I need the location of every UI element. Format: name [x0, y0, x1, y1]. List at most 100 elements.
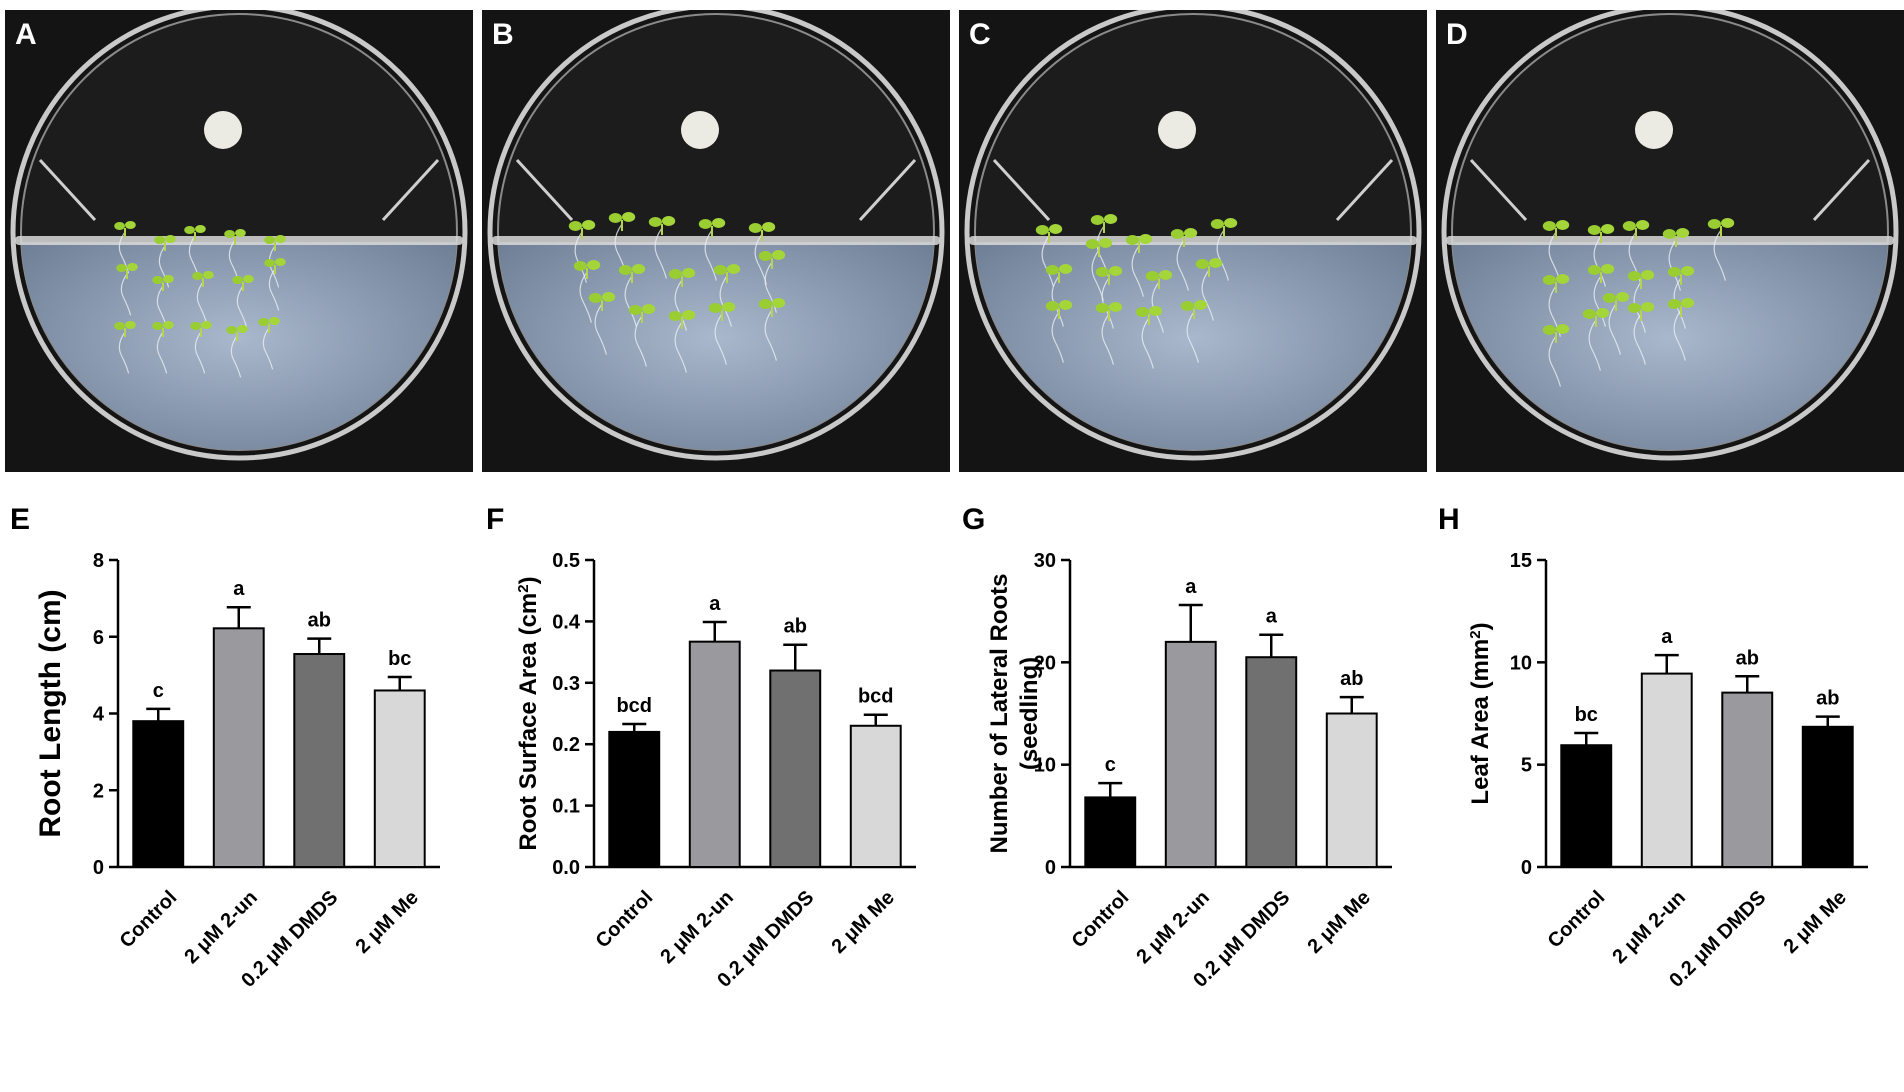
compound-disc — [681, 111, 719, 149]
x-category-label: 2 μM 2-un — [1132, 887, 1214, 969]
bar — [1801, 725, 1854, 868]
chart-leaf-area: 0 5 10 15 bc Control a 2 μM 2-un ab 0.2 μM DMDS ab… — [1428, 495, 1904, 1092]
chart-lateral-roots: 0 10 20 30 c Control a 2 μM 2-un a 0.2 μM DMDS ab 2… — [952, 495, 1428, 1092]
x-category-label: 2 μM 2-un — [1608, 887, 1690, 969]
bar — [212, 627, 265, 868]
bar — [373, 689, 426, 868]
y-tick-label: 0.2 — [552, 734, 580, 756]
y-tick-label: 0 — [93, 857, 104, 879]
x-category-label: 2 μM Me — [1780, 887, 1851, 958]
bar — [293, 653, 346, 868]
significance-letter: a — [233, 578, 245, 600]
dish-divider — [492, 236, 940, 245]
significance-letter: ab — [308, 610, 331, 632]
petri-dish-photo-b: B — [482, 10, 950, 472]
bar — [1084, 796, 1137, 868]
y-tick-label: 30 — [1034, 550, 1056, 572]
significance-letter: bcd — [616, 695, 652, 717]
panel-label: C — [969, 18, 991, 51]
dish-divider — [15, 236, 463, 245]
seedlings — [1035, 214, 1238, 369]
compound-disc — [1635, 111, 1673, 149]
bar — [769, 669, 822, 868]
y-tick-label: 0 — [1045, 857, 1056, 879]
significance-letter: ab — [1736, 647, 1759, 669]
petri-dish-rim — [1441, 10, 1899, 461]
chart-root-surface-area: 0.0 0.1 0.2 0.3 0.4 0.5 bcd Control a 2 μM 2-un ab… — [476, 495, 952, 1092]
panel-label: B — [492, 18, 514, 51]
y-axis-label: Root Length (cm) — [34, 589, 67, 837]
seedlings — [114, 220, 286, 378]
petri-dish-rim — [964, 10, 1422, 461]
x-category-label: Control — [592, 887, 658, 953]
significance-letter: bc — [388, 648, 411, 670]
bar — [132, 720, 185, 868]
bar — [1325, 712, 1378, 868]
bar — [1245, 656, 1298, 868]
significance-letter: bcd — [858, 686, 894, 708]
panel-label: G — [962, 503, 986, 536]
x-category-label: 2 μM 2-un — [180, 887, 262, 969]
x-category-label: Control — [1068, 887, 1134, 953]
seedlings — [1542, 218, 1735, 387]
y-tick-label: 4 — [93, 704, 105, 726]
x-category-label: Control — [1544, 887, 1610, 953]
panel-label: A — [15, 18, 37, 51]
y-tick-label: 10 — [1034, 755, 1056, 777]
y-tick-label: 0.4 — [552, 611, 581, 633]
significance-letter: a — [1185, 576, 1197, 598]
dish-divider — [1446, 236, 1894, 245]
y-axis-label: Leaf Area (mm2) — [1467, 622, 1495, 804]
x-category-label: 2 μM Me — [828, 887, 899, 958]
compound-disc — [1158, 111, 1196, 149]
significance-letter: ab — [1816, 688, 1839, 710]
x-category-label: 2 μM Me — [352, 887, 423, 958]
y-tick-label: 0.3 — [552, 673, 580, 695]
y-tick-label: 6 — [93, 627, 104, 649]
y-axis-label: Number of Lateral Roots — [986, 573, 1013, 853]
panel-label: E — [10, 503, 31, 536]
y-tick-label: 0.1 — [552, 796, 580, 818]
petri-dish-photo-d: D — [1436, 10, 1904, 472]
panel-label: H — [1438, 503, 1460, 536]
y-tick-label: 0.5 — [552, 550, 580, 572]
significance-letter: ab — [1340, 668, 1363, 690]
petri-dish-rim — [10, 10, 468, 461]
bar — [849, 724, 902, 868]
petri-dish-photo-a: A — [5, 10, 473, 472]
y-tick-label: 2 — [93, 780, 104, 802]
bar — [608, 730, 661, 868]
panel-label: D — [1446, 18, 1468, 51]
significance-letter: bc — [1575, 704, 1598, 726]
y-tick-label: 8 — [93, 550, 104, 572]
compound-disc — [204, 111, 242, 149]
y-axis-label: Root Surface Area (cm2) — [515, 576, 543, 850]
petri-dish-photo-c: C — [959, 10, 1427, 472]
significance-letter: a — [1661, 626, 1673, 648]
significance-letter: a — [709, 593, 721, 615]
seedlings — [568, 212, 786, 373]
significance-letter: a — [1266, 606, 1278, 628]
bar — [1560, 744, 1613, 868]
bar — [1164, 640, 1217, 868]
panel-label: F — [486, 503, 505, 536]
x-category-label: 2 μM 2-un — [656, 887, 738, 969]
x-category-label: 2 μM Me — [1304, 887, 1375, 958]
bar — [1721, 691, 1774, 868]
significance-letter: c — [1105, 754, 1116, 776]
y-tick-label: 0 — [1521, 857, 1532, 879]
significance-letter: c — [153, 680, 164, 702]
significance-letter: ab — [784, 616, 807, 638]
bar — [1640, 672, 1693, 868]
y-tick-label: 10 — [1510, 652, 1532, 674]
y-tick-label: 15 — [1510, 550, 1532, 572]
y-tick-label: 5 — [1521, 755, 1532, 777]
x-category-label: Control — [116, 887, 182, 953]
y-tick-label: 0.0 — [552, 857, 580, 879]
y-axis-label-line2: (seedling) — [1016, 657, 1043, 770]
chart-root-length: 0 2 4 6 8 c Control a 2 μM 2-un ab 0.2 μM DMDS bc 2 … — [0, 495, 476, 1092]
petri-dish-rim — [487, 10, 945, 461]
y-tick-label: 20 — [1034, 652, 1056, 674]
dish-divider — [969, 236, 1417, 245]
bar — [688, 640, 741, 868]
